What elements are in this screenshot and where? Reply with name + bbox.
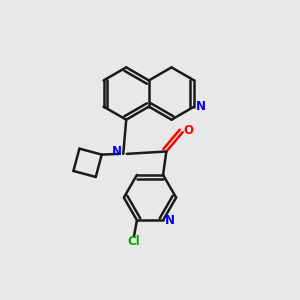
Text: Cl: Cl	[128, 236, 140, 248]
Text: N: N	[196, 100, 206, 113]
Text: N: N	[112, 145, 122, 158]
Text: N: N	[165, 214, 175, 227]
Text: O: O	[183, 124, 193, 137]
